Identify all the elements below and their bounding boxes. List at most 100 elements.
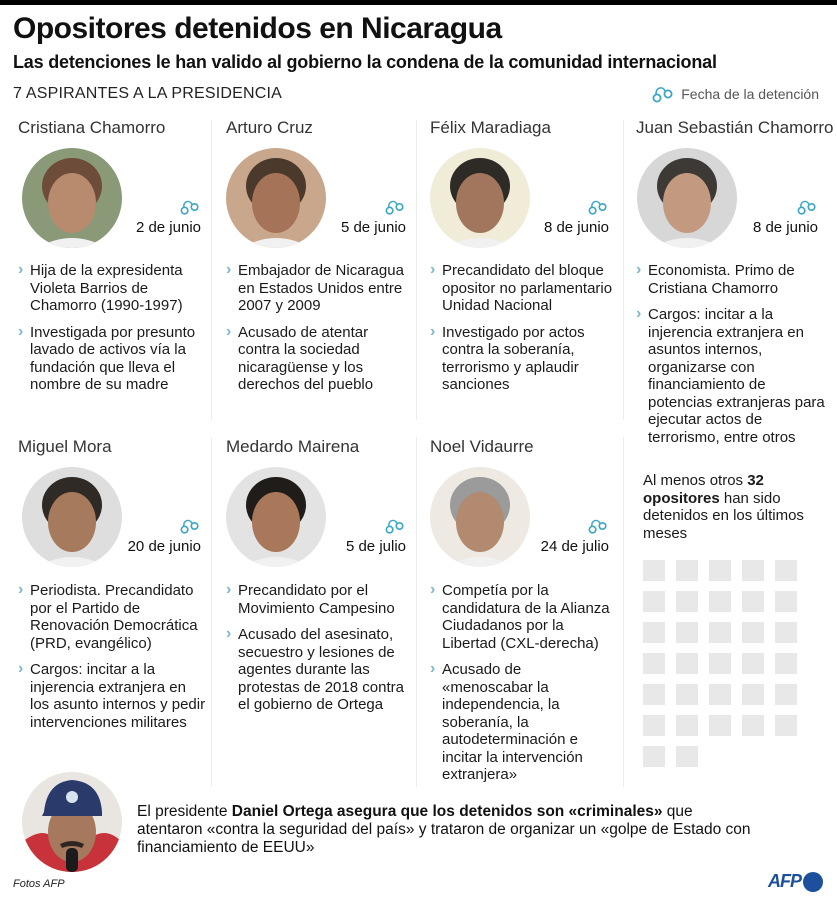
detention-date: 8 de junio — [543, 219, 609, 236]
detail-item: Economista. Primo de Cristiana Chamorro — [636, 261, 826, 297]
detainee-square — [742, 560, 764, 581]
quote-highlight: Daniel Ortega asegura que los detenidos … — [231, 803, 663, 820]
candidate-photo — [22, 148, 122, 248]
detention-date: 2 de junio — [135, 219, 201, 236]
handcuffs-icon — [179, 517, 201, 540]
detainee-square — [643, 715, 665, 736]
ortega-photo — [22, 772, 122, 872]
detainee-square — [676, 622, 698, 643]
handcuffs-icon — [179, 198, 201, 221]
detainee-square — [709, 715, 731, 736]
handcuffs-icon — [587, 517, 609, 540]
detail-item: Cargos: incitar a la injerencia extranje… — [636, 305, 826, 446]
candidate-card: Félix Maradiaga 8 de junio Precandidato de… — [430, 118, 623, 418]
candidate-photo — [637, 148, 737, 248]
detainee-square — [643, 684, 665, 705]
detainee-square — [775, 591, 797, 612]
detainee-square — [709, 591, 731, 612]
detainee-square — [742, 622, 764, 643]
detention-date: 5 de junio — [340, 219, 406, 236]
candidate-name: Cristiana Chamorro — [18, 118, 166, 137]
detail-item: Cargos: incitar a la injerencia extranje… — [18, 660, 208, 731]
candidate-name: Miguel Mora — [18, 437, 112, 456]
detail-item: Precandidato del bloque opositor no parl… — [430, 261, 615, 315]
detainee-square — [676, 653, 698, 674]
legend-label: Fecha de la detención — [681, 86, 819, 102]
detainee-square — [775, 684, 797, 705]
detainee-square — [643, 591, 665, 612]
detainee-square — [775, 715, 797, 736]
detention-date: 8 de junio — [752, 219, 818, 236]
detainee-square — [709, 560, 731, 581]
top-bar — [0, 0, 837, 5]
column-separator — [211, 120, 212, 420]
detail-item: Acusado del asesinato, secuestro y lesio… — [226, 625, 406, 714]
detainee-square — [643, 746, 665, 767]
page-title: Opositores detenidos en Nicaragua — [13, 12, 502, 45]
ortega-quote: El presidente Daniel Ortega asegura que … — [137, 803, 751, 856]
legend: Fecha de la detención — [651, 84, 819, 104]
handcuffs-icon — [796, 198, 818, 221]
detail-item: Investigado por actos contra la soberaní… — [430, 323, 615, 394]
detainee-square — [709, 653, 731, 674]
candidate-photo — [430, 467, 530, 567]
detail-item: Acusado de atentar contra la sociedad ni… — [226, 323, 406, 394]
column-separator — [623, 120, 624, 420]
detention-date: 5 de julio — [345, 538, 406, 555]
candidate-card: Miguel Mora 20 de junio Periodista. Precan… — [18, 437, 211, 737]
candidate-details: Economista. Primo de Cristiana Chamorro C… — [636, 261, 826, 455]
detainee-square — [775, 622, 797, 643]
candidate-name: Juan Sebastián Chamorro — [636, 118, 834, 137]
detainee-square — [676, 715, 698, 736]
detainee-square — [709, 684, 731, 705]
detainee-square — [709, 622, 731, 643]
detail-item: Investigada por presunto lavado de activ… — [18, 323, 208, 394]
handcuffs-icon — [587, 198, 609, 221]
afp-logo: AFP — [768, 871, 823, 892]
section-label: 7 ASPIRANTES A LA PRESIDENCIA — [13, 85, 283, 102]
candidate-details: Competía por la candidatura de la Alianz… — [430, 581, 615, 793]
detail-item: Competía por la candidatura de la Alianz… — [430, 581, 615, 652]
detail-item: Periodista. Precandidato por el Partido … — [18, 581, 208, 652]
candidate-photo — [226, 148, 326, 248]
detainee-square — [676, 591, 698, 612]
detail-item: Embajador de Nicaragua en Estados Unidos… — [226, 261, 406, 315]
column-separator — [416, 437, 417, 787]
candidate-card: Medardo Mairena 5 de julio Precandidato po… — [226, 437, 416, 737]
others-count: 32 — [747, 472, 764, 489]
detainees-square-grid — [643, 560, 797, 767]
detainee-square — [643, 622, 665, 643]
column-separator — [623, 437, 624, 787]
candidate-photo — [226, 467, 326, 567]
detention-date: 24 de julio — [540, 538, 609, 555]
candidate-card: Arturo Cruz 5 de junio Embajador de Nicara… — [226, 118, 416, 418]
candidate-card: Noel Vidaurre 24 de julio Competía por la … — [430, 437, 623, 783]
others-detained-note: Al menos otros 32 opositores han sido de… — [643, 472, 804, 542]
detainee-square — [775, 560, 797, 581]
candidate-card: Cristiana Chamorro 2 de junio Hija de la e… — [18, 118, 211, 418]
detainee-square — [676, 746, 698, 767]
candidate-details: Hija de la expresidenta Violeta Barrios … — [18, 261, 208, 403]
candidate-details: Embajador de Nicaragua en Estados Unidos… — [226, 261, 406, 403]
detail-item: Acusado de «menoscabar la independencia,… — [430, 660, 615, 784]
candidate-card: Juan Sebastián Chamorro 8 de junio Economi… — [636, 118, 836, 446]
candidate-photo — [430, 148, 530, 248]
detention-date: 20 de junio — [127, 538, 201, 555]
detainee-square — [742, 715, 764, 736]
detail-item: Hija de la expresidenta Violeta Barrios … — [18, 261, 208, 315]
candidate-name: Medardo Mairena — [226, 437, 360, 456]
detainee-square — [742, 591, 764, 612]
candidate-name: Félix Maradiaga — [430, 118, 551, 137]
handcuffs-icon — [384, 517, 406, 540]
candidate-details: Periodista. Precandidato por el Partido … — [18, 581, 208, 740]
detail-item: Precandidato por el Movimiento Campesino — [226, 581, 406, 617]
detainee-square — [775, 653, 797, 674]
column-separator — [416, 120, 417, 420]
handcuffs-icon — [652, 87, 673, 103]
photo-credit: Fotos AFP — [13, 878, 65, 890]
detainee-square — [742, 684, 764, 705]
detainee-square — [676, 684, 698, 705]
detainee-square — [742, 653, 764, 674]
handcuffs-icon — [384, 198, 406, 221]
candidate-name: Arturo Cruz — [226, 118, 313, 137]
